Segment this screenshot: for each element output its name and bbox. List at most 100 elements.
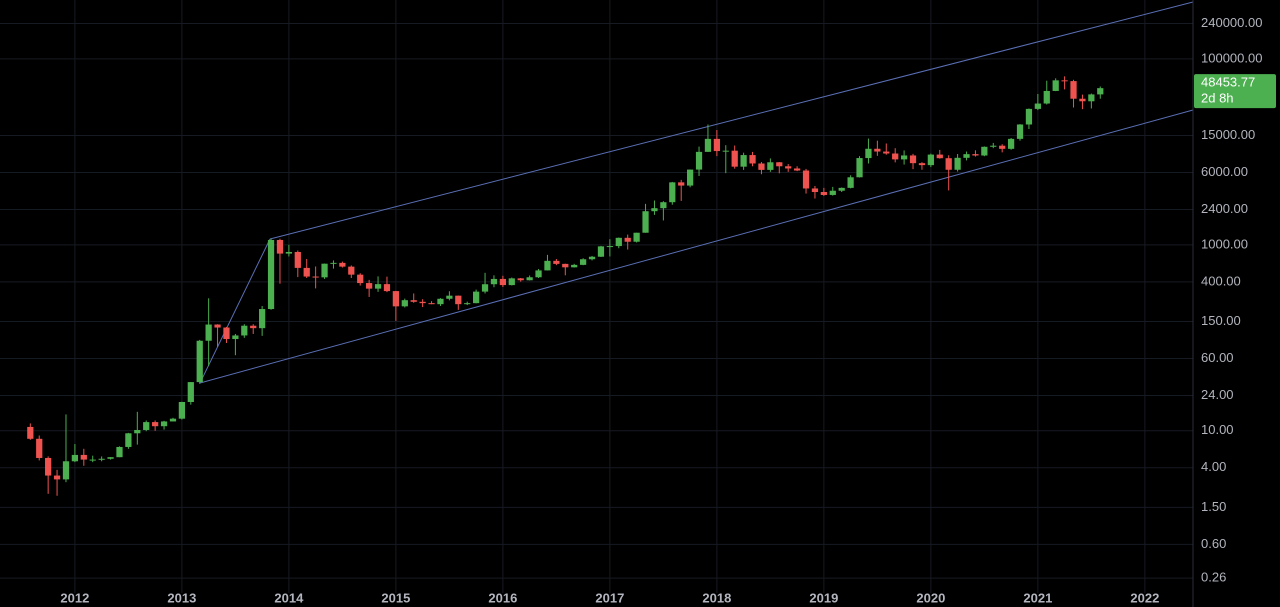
candle-body xyxy=(785,166,792,169)
candle-body xyxy=(758,163,765,170)
candle-body xyxy=(508,278,515,286)
x-tick-label: 2018 xyxy=(702,590,731,605)
candle-body xyxy=(455,295,462,305)
candle-body xyxy=(802,170,810,189)
candle-body xyxy=(312,276,319,278)
y-tick-label: 60.00 xyxy=(1201,350,1234,365)
candle-body xyxy=(187,382,194,403)
candle-body xyxy=(1088,94,1095,102)
candle-body xyxy=(241,325,248,336)
candle-body xyxy=(999,145,1006,149)
x-tick-label: 2012 xyxy=(60,590,89,605)
price-box xyxy=(1194,74,1276,109)
last-price: 48453.77 xyxy=(1201,75,1255,90)
x-tick-label: 2021 xyxy=(1023,590,1052,605)
candle-body xyxy=(597,246,605,257)
candle-body xyxy=(660,202,667,209)
candle-body xyxy=(571,264,578,268)
candle-body xyxy=(856,158,863,178)
candle-body xyxy=(374,284,382,289)
candle-body xyxy=(749,155,756,164)
candle-body xyxy=(1034,103,1041,109)
candle-body xyxy=(820,192,827,195)
candle-body xyxy=(366,283,373,289)
y-tick-label: 1000.00 xyxy=(1201,236,1248,251)
candle-body xyxy=(722,150,729,152)
countdown: 2d 8h xyxy=(1201,91,1234,106)
x-tick-label: 2022 xyxy=(1130,590,1159,605)
candle-body xyxy=(80,454,87,460)
candle-body xyxy=(990,145,997,147)
candle-body xyxy=(767,162,774,170)
candle-body xyxy=(713,138,720,152)
candle-body xyxy=(678,182,685,186)
candle-body xyxy=(642,211,649,233)
candle-body xyxy=(1043,90,1050,104)
candle-body xyxy=(526,277,533,281)
candle-body xyxy=(1061,80,1068,82)
candle-body xyxy=(53,475,61,480)
candle-body xyxy=(793,168,801,171)
candle-body xyxy=(250,325,257,329)
candle-body xyxy=(918,163,926,166)
candle-body xyxy=(499,278,506,286)
candle-body xyxy=(62,461,70,480)
candle-body xyxy=(36,438,43,458)
candle-body xyxy=(116,446,123,458)
candle-body xyxy=(143,422,150,430)
candle-body xyxy=(651,208,658,212)
x-tick-label: 2019 xyxy=(809,590,838,605)
candle-body xyxy=(383,284,391,292)
candle-body xyxy=(303,267,310,277)
channel xyxy=(199,1,1194,384)
candle-body xyxy=(687,169,694,186)
candle-body xyxy=(294,251,301,268)
candle-body xyxy=(900,155,908,160)
candle-body xyxy=(927,154,934,166)
candle-body xyxy=(838,187,845,191)
candle-body xyxy=(392,291,400,307)
candle-body xyxy=(553,260,560,264)
x-tick-label: 2017 xyxy=(595,590,624,605)
candle-body xyxy=(89,459,96,461)
candle-body xyxy=(740,155,747,167)
candle-body xyxy=(535,270,542,278)
candle-body xyxy=(169,418,177,422)
candle-body xyxy=(1070,81,1077,99)
y-tick-label: 150.00 xyxy=(1201,313,1241,328)
candle-body xyxy=(428,303,435,305)
y-tick-label: 6000.00 xyxy=(1201,164,1248,179)
candle-body xyxy=(214,324,221,328)
candle-body xyxy=(883,151,890,154)
candle-body xyxy=(1016,124,1024,139)
candle-body xyxy=(446,295,453,299)
candle-body xyxy=(419,301,426,304)
candle-body xyxy=(348,266,355,275)
candle-body xyxy=(562,263,569,268)
grid xyxy=(0,0,1193,593)
y-tick-label: 0.26 xyxy=(1201,570,1226,585)
x-tick-label: 2015 xyxy=(381,590,410,605)
candle-body xyxy=(963,154,970,158)
candle-body xyxy=(196,340,203,383)
candle-body xyxy=(339,262,346,267)
candle-body xyxy=(704,138,712,152)
candle-body xyxy=(410,300,417,302)
candle-body xyxy=(588,256,596,260)
x-tick-label: 2014 xyxy=(274,590,304,605)
channel-lower xyxy=(199,109,1194,384)
candle-body xyxy=(276,239,284,254)
candle-body xyxy=(624,237,631,242)
y-tick-label: 24.00 xyxy=(1201,387,1234,402)
candle-body xyxy=(267,239,275,310)
candle-body xyxy=(205,324,212,341)
channel-upper xyxy=(269,1,1194,240)
candle-body xyxy=(160,421,168,427)
candle-body xyxy=(152,422,159,427)
candle-body xyxy=(1097,88,1104,95)
candle-body xyxy=(847,177,854,188)
candle-body xyxy=(45,457,52,476)
y-tick-label: 240000.00 xyxy=(1201,15,1262,30)
candle-body xyxy=(580,259,587,265)
